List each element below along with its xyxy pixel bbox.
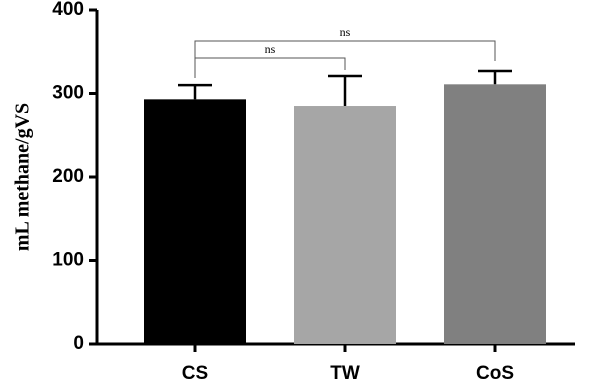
- significance-label: ns: [265, 42, 276, 56]
- y-tick-label: 400: [52, 0, 84, 20]
- y-tick-label: 100: [52, 250, 84, 271]
- bar: [444, 84, 546, 344]
- bar: [294, 106, 396, 345]
- x-tick-label: CS: [182, 363, 208, 384]
- significance-bracket: [194, 57, 346, 78]
- y-tick-label: 0: [73, 333, 84, 354]
- y-axis-label: mL methane/gVS: [12, 103, 34, 251]
- bar: [144, 99, 246, 344]
- x-tick-label: CoS: [476, 363, 514, 384]
- x-tick-label: TW: [330, 363, 360, 384]
- y-tick-label: 300: [52, 83, 84, 104]
- significance-bracket: [194, 40, 496, 61]
- significance-label: ns: [340, 25, 351, 39]
- y-tick-label: 200: [52, 166, 84, 187]
